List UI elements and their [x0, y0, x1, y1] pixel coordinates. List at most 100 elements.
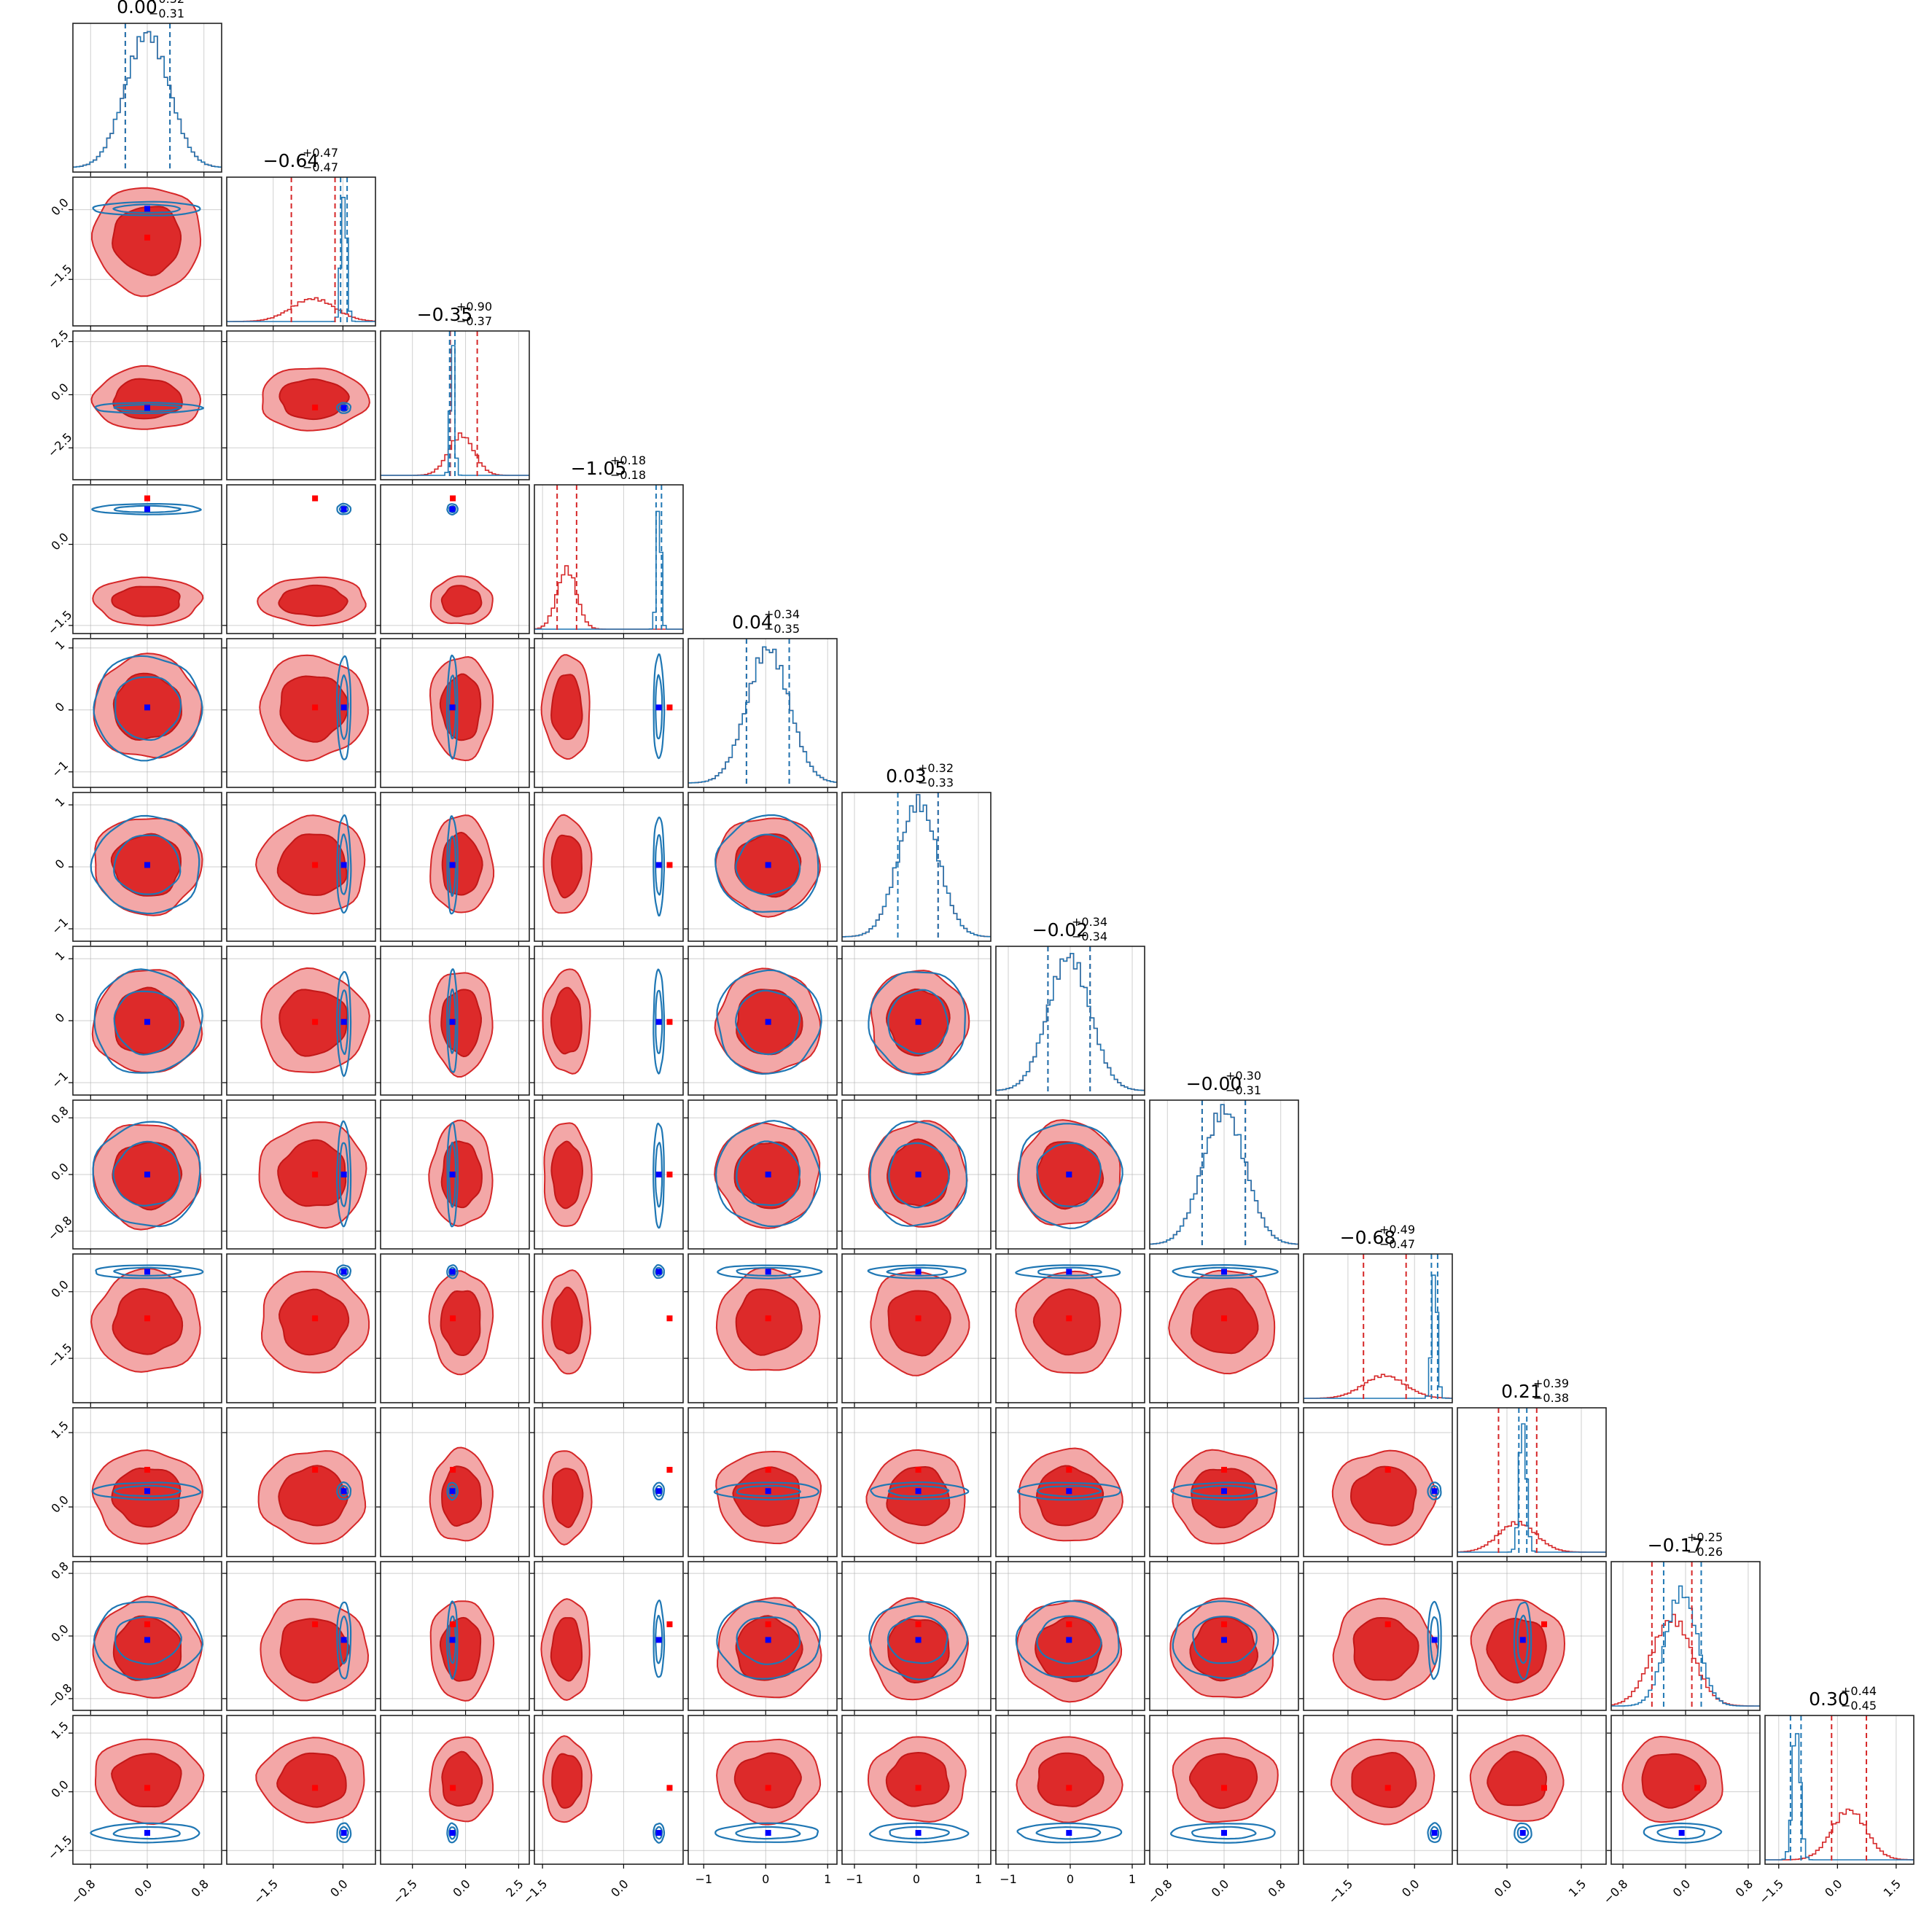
contour-blue-inner: [654, 1485, 663, 1497]
panel-title-minus: −0.31: [149, 7, 184, 20]
marker-blue: [449, 1172, 456, 1177]
marker-blue: [340, 1018, 347, 1025]
histogram-red: [1765, 1808, 1914, 1861]
contour-blue-outer: [336, 814, 352, 914]
panel-frame: [380, 1407, 530, 1557]
marker-red: [144, 495, 150, 502]
contour-blue-inner: [655, 833, 663, 896]
panel-10-3: [530, 1561, 684, 1715]
panel-6-5: [838, 946, 992, 1099]
contour-blue-inner: [735, 1826, 801, 1840]
marker-blue: [144, 206, 150, 212]
panel-title-plus: +0.39: [1533, 1376, 1569, 1390]
contour-blue-inner: [448, 674, 457, 740]
contour-red-inner: [441, 831, 483, 896]
panel-10-1: [222, 1561, 376, 1715]
contour-blue-outer: [869, 1120, 968, 1227]
contour-blue-inner: [1430, 1826, 1440, 1839]
contour-blue-outer: [336, 1120, 352, 1228]
panel-frame: [226, 638, 376, 788]
contour-blue-inner: [888, 1142, 950, 1209]
panel-8-3: [530, 1253, 684, 1407]
panel-frame: [1303, 1715, 1453, 1865]
marker-red: [915, 1315, 922, 1322]
contour-blue-inner: [113, 404, 183, 412]
panel-10-10: −0.17+0.25−0.26: [1610, 1530, 1761, 1715]
contour-blue-outer: [336, 502, 352, 515]
y-tick-label: 0.0: [48, 1777, 71, 1800]
contour-blue-outer: [335, 1264, 352, 1279]
contour-blue-inner: [448, 988, 457, 1054]
panel-4-1: [222, 638, 376, 792]
contour-blue-outer: [92, 200, 201, 217]
marker-blue: [765, 1172, 771, 1177]
histogram-blue: [1765, 1733, 1914, 1861]
contour-red-inner: [440, 585, 483, 618]
contour-blue-outer: [336, 1822, 352, 1843]
x-tick-label: 1: [824, 1872, 831, 1886]
y-tick-label: −0.8: [45, 1681, 75, 1711]
contour-blue-inner: [1036, 1142, 1102, 1207]
contour-blue-outer: [653, 653, 666, 760]
contour-blue-outer: [1643, 1822, 1723, 1844]
marker-red: [144, 1785, 150, 1791]
panel-5-2: [376, 792, 530, 946]
panel-title: −0.00: [1186, 1073, 1242, 1094]
contour-blue-outer: [653, 1822, 666, 1844]
contour-blue-outer: [445, 1600, 459, 1680]
contour-blue-inner: [655, 1614, 663, 1664]
x-tick-label: 0.0: [608, 1877, 631, 1899]
contour-blue-inner: [655, 1826, 663, 1840]
marker-blue: [1519, 1830, 1526, 1836]
x-tick-label: 1: [975, 1872, 982, 1886]
panel-0-0: 0.00+0.32−0.31: [72, 0, 222, 176]
contour-red-inner: [1641, 1753, 1707, 1809]
contour-blue-outer: [714, 1120, 822, 1228]
panel-7-2: [376, 1099, 530, 1253]
marker-red: [1066, 1467, 1072, 1473]
marker-blue: [1066, 1269, 1072, 1275]
contour-blue-outer: [716, 1600, 822, 1680]
contour-blue-outer: [1427, 1822, 1442, 1843]
y-tick-label: −1.5: [45, 1341, 75, 1371]
marker-blue: [765, 1488, 771, 1495]
marker-blue: [340, 405, 347, 411]
contour-blue-inner: [736, 1266, 801, 1277]
panel-9-5: [838, 1407, 992, 1561]
panel-5-5: 0.03+0.32−0.33: [841, 761, 992, 946]
panel-10-6: [992, 1561, 1145, 1715]
panel-title-minus: −0.47: [303, 160, 338, 174]
marker-red: [915, 1785, 922, 1791]
contour-red-inner: [550, 674, 583, 740]
contour-blue-inner: [1035, 1826, 1102, 1840]
contour-blue-outer: [653, 1599, 666, 1678]
marker-blue: [449, 862, 456, 868]
x-tick-label: 1: [1129, 1872, 1136, 1886]
contour-blue-outer: [90, 814, 200, 915]
marker-red: [312, 1315, 319, 1322]
marker-red: [312, 704, 319, 711]
panel-title-minus: −0.47: [1379, 1237, 1415, 1251]
x-tick-label: −1.5: [520, 1877, 550, 1906]
contour-blue-inner: [1429, 1616, 1440, 1666]
marker-red: [666, 1785, 673, 1791]
panel-9-6: [992, 1407, 1145, 1561]
contour-red-inner: [733, 1752, 802, 1809]
contour-blue-inner: [1036, 1485, 1102, 1497]
panel-9-3: [530, 1407, 684, 1561]
contour-red-inner: [279, 1618, 350, 1684]
contour-blue-outer: [868, 1600, 969, 1680]
contour-red-inner: [441, 1750, 483, 1807]
contour-blue-inner: [448, 1266, 456, 1277]
contour-blue-inner: [887, 989, 949, 1055]
contour-blue-inner: [736, 1140, 801, 1207]
contour-blue-inner: [1516, 1826, 1530, 1840]
marker-red: [144, 234, 150, 241]
panel-10-8: [1299, 1561, 1453, 1715]
panel-3-3: −1.05+0.18−0.18: [534, 453, 684, 638]
panel-title: −0.64: [263, 150, 319, 171]
marker-blue: [655, 1269, 662, 1275]
marker-red: [1541, 1785, 1547, 1791]
marker-red: [666, 862, 673, 868]
marker-red: [765, 1315, 771, 1322]
